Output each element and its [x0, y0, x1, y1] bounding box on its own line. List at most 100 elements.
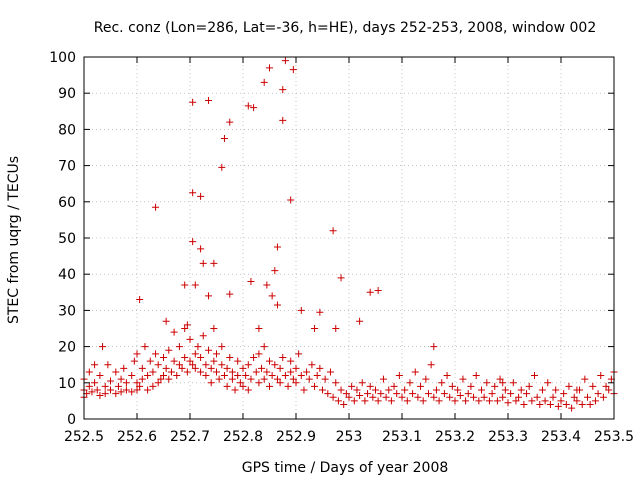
data-point	[507, 390, 515, 398]
data-point	[276, 364, 284, 372]
data-point	[342, 390, 350, 398]
data-point	[531, 372, 538, 380]
data-point	[239, 364, 247, 372]
data-point	[271, 267, 279, 275]
data-point	[350, 397, 358, 405]
data-point	[387, 397, 395, 405]
data-point	[199, 259, 207, 267]
data-point	[223, 382, 231, 390]
data-point	[332, 325, 340, 332]
data-point	[372, 386, 379, 394]
data-point	[178, 364, 186, 372]
data-point	[194, 343, 202, 351]
data-point	[91, 361, 99, 369]
data-point	[181, 325, 189, 332]
x-axis-label: GPS time / Days of year 2008	[242, 460, 449, 476]
data-point	[419, 397, 427, 405]
data-point	[440, 390, 448, 398]
data-point	[409, 390, 417, 398]
y-tick-label: 80	[58, 122, 76, 138]
data-point	[305, 375, 313, 383]
data-point	[197, 353, 205, 361]
y-tick-label: 10	[58, 376, 76, 392]
data-point	[464, 390, 472, 398]
x-tick-label: 252.9	[276, 429, 316, 445]
data-point	[533, 393, 541, 401]
data-point	[329, 227, 337, 235]
data-point	[287, 368, 295, 376]
x-tick-label: 253.5	[594, 429, 634, 445]
data-point	[170, 328, 178, 336]
data-point	[112, 368, 120, 376]
data-point	[128, 372, 136, 380]
data-point	[210, 325, 218, 332]
data-point	[258, 364, 266, 372]
data-point	[470, 393, 478, 401]
data-point	[231, 386, 239, 394]
data-point	[173, 372, 181, 380]
data-point	[220, 372, 228, 380]
data-point	[401, 386, 409, 394]
data-point	[120, 364, 128, 372]
data-point	[244, 386, 252, 394]
data-point	[536, 401, 544, 409]
data-point	[210, 259, 218, 267]
data-point	[332, 379, 340, 387]
data-point	[446, 393, 454, 401]
data-point	[586, 401, 594, 409]
data-point	[175, 343, 183, 351]
data-point	[218, 163, 226, 171]
y-tick-label: 60	[58, 195, 76, 211]
data-point	[183, 368, 191, 376]
data-point	[493, 397, 501, 405]
data-point	[377, 390, 385, 398]
data-point	[244, 361, 252, 369]
data-point	[366, 382, 374, 390]
data-point	[379, 375, 387, 383]
data-point	[149, 382, 157, 390]
data-point	[138, 375, 146, 383]
data-point	[244, 102, 252, 110]
data-point	[242, 372, 250, 380]
data-point	[374, 286, 382, 294]
data-point	[324, 390, 332, 398]
data-point	[263, 281, 271, 289]
data-point	[289, 66, 297, 74]
data-point	[96, 391, 104, 399]
data-point	[144, 372, 152, 380]
data-point	[361, 397, 369, 405]
data-point	[128, 388, 136, 396]
data-point	[114, 382, 122, 390]
data-point	[141, 343, 149, 351]
data-point	[557, 397, 565, 405]
data-point	[279, 116, 287, 124]
data-point	[268, 372, 276, 380]
data-point	[197, 368, 205, 376]
data-point	[263, 368, 271, 376]
data-point	[528, 397, 536, 405]
data-point	[218, 343, 226, 351]
data-point	[202, 372, 210, 380]
data-point	[589, 382, 597, 390]
data-point	[279, 353, 287, 361]
data-point	[340, 401, 348, 409]
data-point	[91, 379, 99, 387]
data-point	[546, 401, 554, 409]
data-point	[104, 361, 112, 369]
data-point	[560, 390, 568, 398]
x-tick-label: 253.4	[541, 429, 581, 445]
data-point	[316, 308, 324, 316]
data-point	[236, 379, 244, 387]
data-point	[281, 57, 289, 65]
data-point	[260, 78, 268, 86]
x-tick-label: 253	[336, 429, 363, 445]
data-point	[228, 368, 236, 376]
data-point	[138, 364, 146, 372]
data-point	[247, 277, 255, 285]
data-point	[287, 196, 295, 204]
data-point	[364, 390, 372, 398]
data-point	[152, 203, 160, 211]
data-point	[279, 86, 287, 94]
x-tick-label: 252.6	[117, 429, 157, 445]
data-point	[454, 386, 462, 394]
